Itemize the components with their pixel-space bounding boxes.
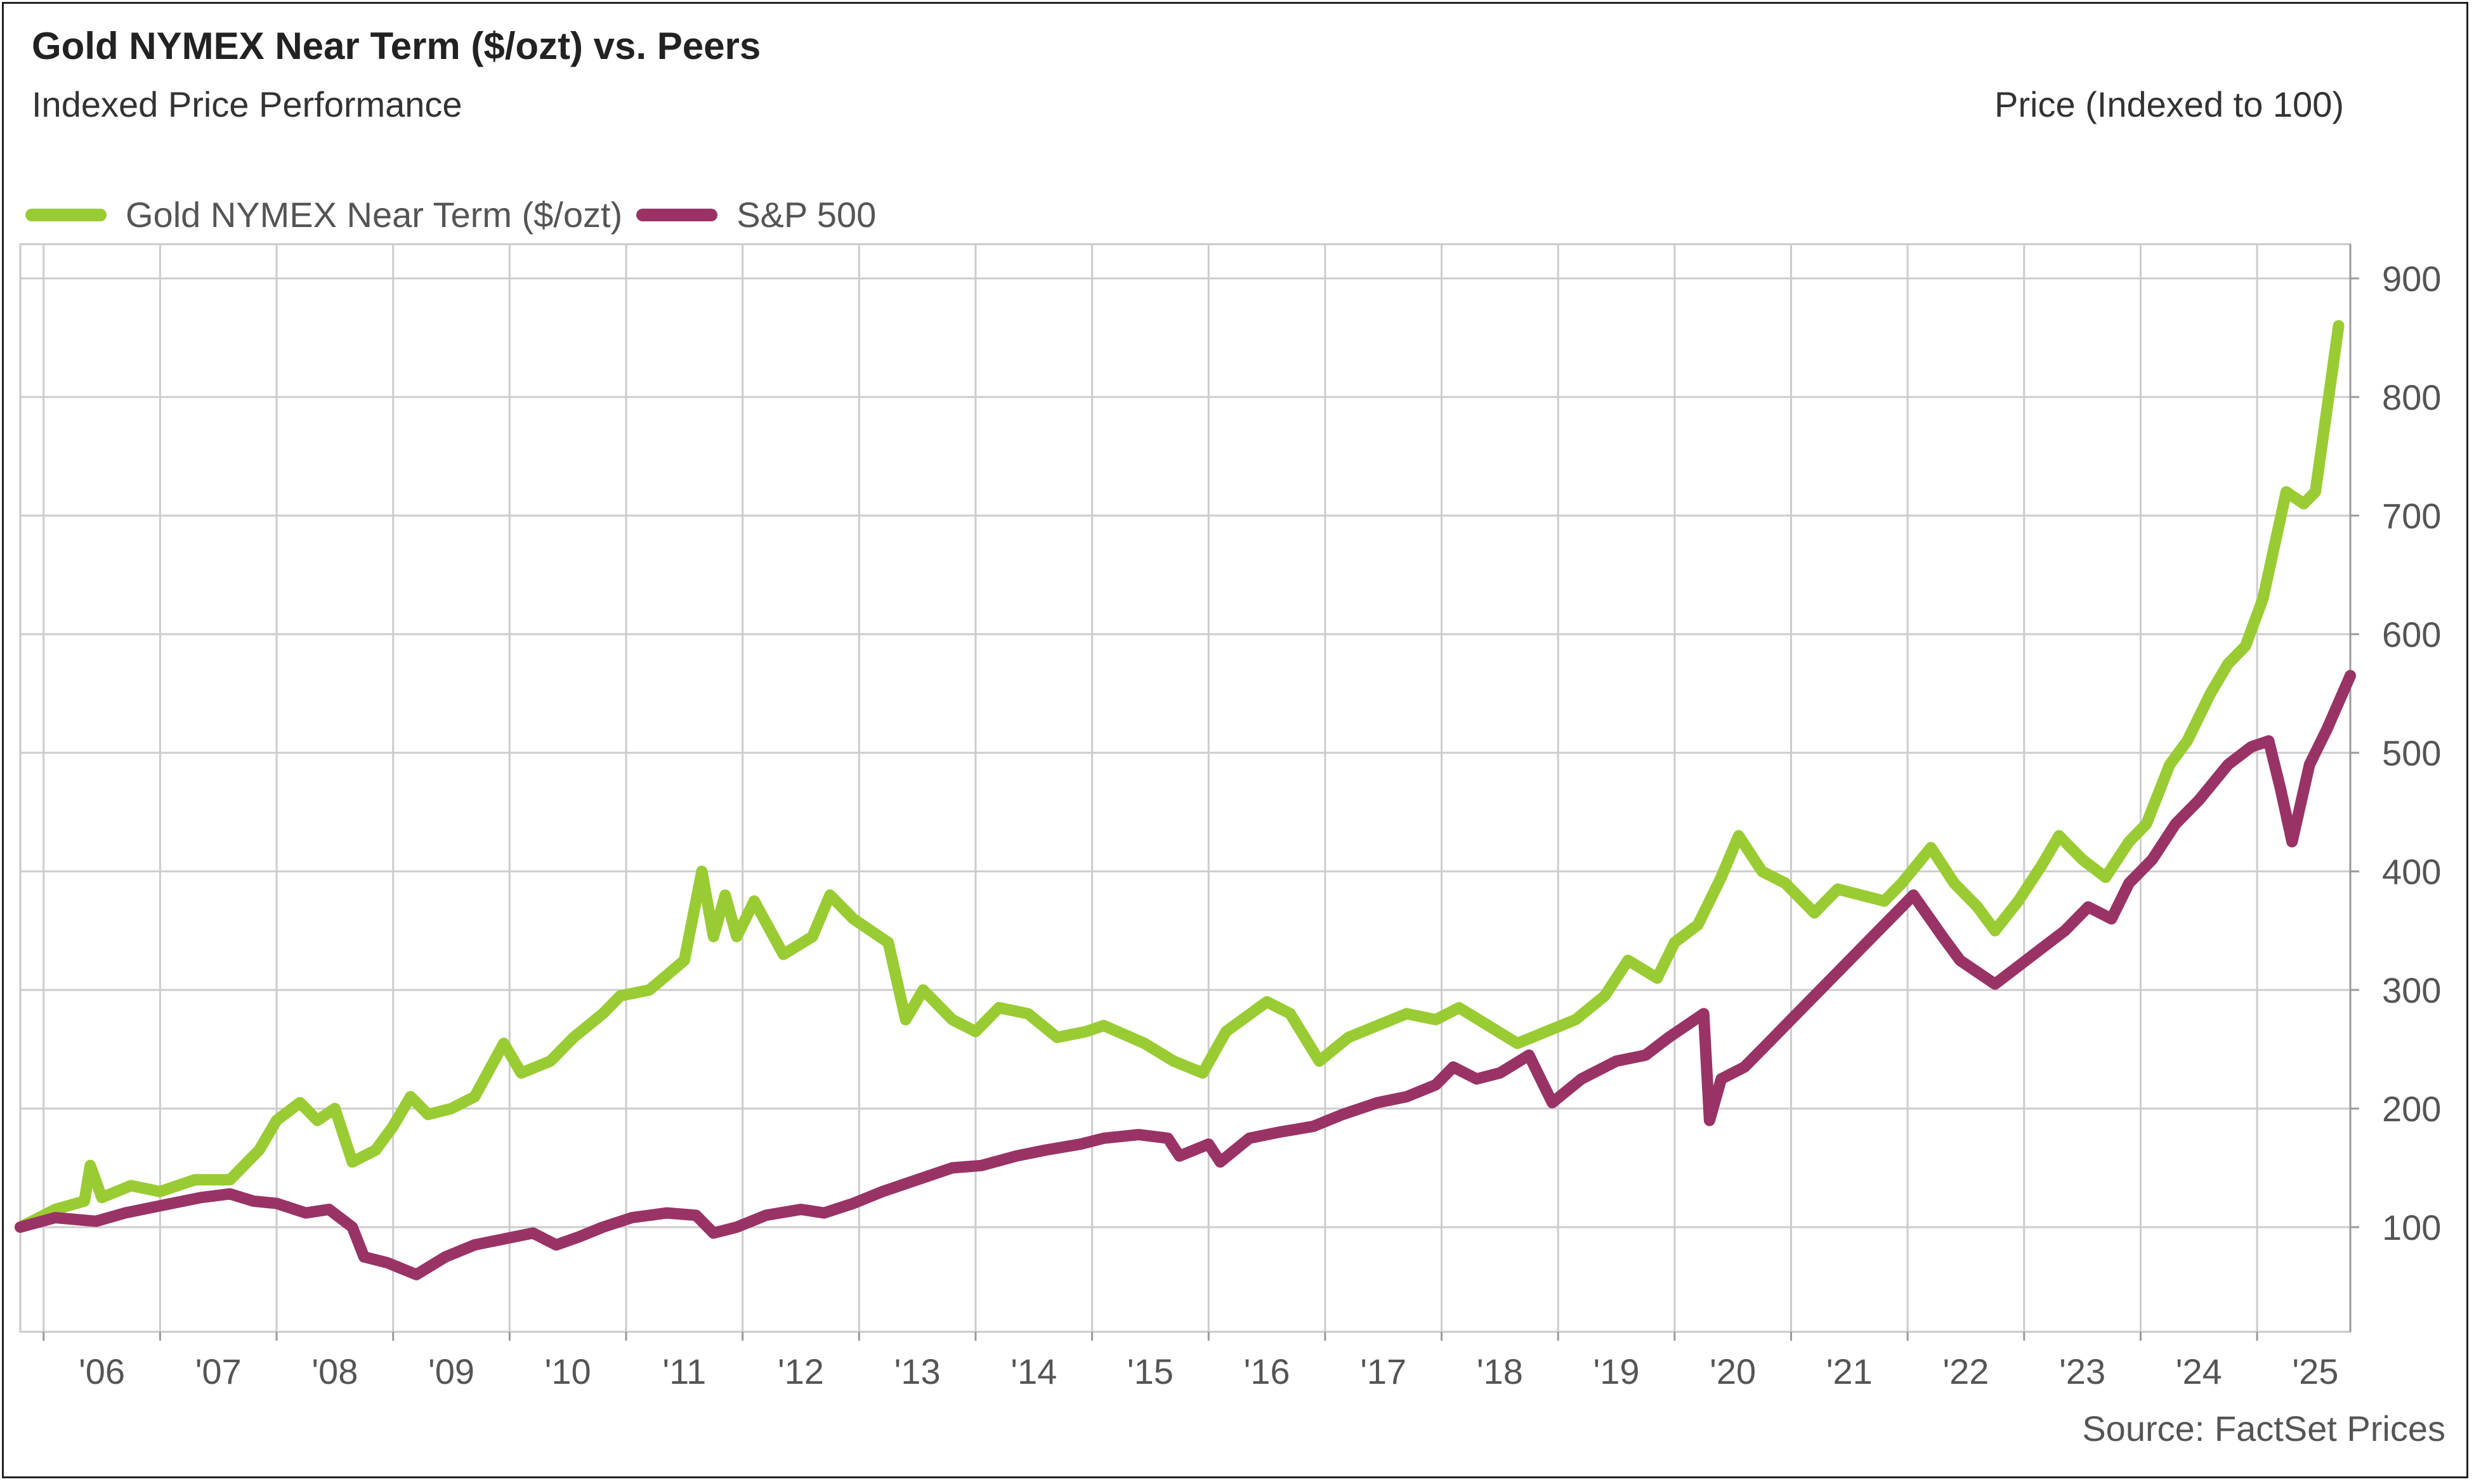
legend-item-sp500: S&P 500 bbox=[636, 194, 876, 235]
x-tick-label: '21 bbox=[1826, 1351, 1873, 1391]
y-tick-label: 300 bbox=[2382, 970, 2441, 1010]
x-tick-label: '16 bbox=[1244, 1351, 1290, 1391]
x-tick-label: '25 bbox=[2292, 1351, 2338, 1391]
x-tick-label: '15 bbox=[1127, 1351, 1174, 1391]
legend-label-gold: Gold NYMEX Near Term ($/ozt) bbox=[126, 195, 623, 235]
x-tick-label: '10 bbox=[545, 1351, 591, 1391]
series-line-gold bbox=[15, 320, 2345, 1233]
legend-label-sp500: S&P 500 bbox=[736, 195, 877, 235]
chart-title: Gold NYMEX Near Term ($/ozt) vs. Peers bbox=[32, 25, 761, 67]
legend-item-gold: Gold NYMEX Near Term ($/ozt) bbox=[25, 194, 622, 235]
plot-area-border bbox=[19, 243, 2352, 1333]
y-tick-label: 200 bbox=[2382, 1089, 2441, 1129]
x-tick-label: '20 bbox=[1710, 1351, 1756, 1391]
x-tick-label: '23 bbox=[2059, 1351, 2105, 1391]
y-tick-label: 600 bbox=[2382, 615, 2441, 654]
legend: Gold NYMEX Near Term ($/ozt) S&P 500 bbox=[25, 194, 890, 235]
legend-swatch-gold bbox=[25, 208, 107, 221]
x-tick-label: '07 bbox=[195, 1351, 242, 1391]
source-note: Source: FactSet Prices bbox=[2082, 1409, 2445, 1448]
series-line-sp500 bbox=[15, 670, 2356, 1280]
x-tick-label: '08 bbox=[311, 1351, 358, 1391]
y-tick-label: 400 bbox=[2382, 852, 2441, 892]
x-tick-label: '18 bbox=[1477, 1351, 1523, 1391]
x-tick-label: '06 bbox=[79, 1351, 125, 1391]
y-tick-label: 100 bbox=[2382, 1207, 2441, 1247]
x-tick-label: '14 bbox=[1011, 1351, 1057, 1391]
x-tick-label: '11 bbox=[662, 1351, 706, 1391]
y-tick-label: 900 bbox=[2382, 259, 2441, 299]
x-tick-label: '17 bbox=[1360, 1351, 1406, 1391]
chart-subtitle: Indexed Price Performance bbox=[32, 84, 462, 124]
legend-swatch-sp500 bbox=[636, 208, 718, 221]
x-tick-label: '22 bbox=[1942, 1351, 1989, 1391]
y-tick-label: 700 bbox=[2382, 496, 2441, 536]
x-tick-label: '12 bbox=[778, 1351, 824, 1391]
x-tick-label: '24 bbox=[2176, 1351, 2222, 1391]
x-tick-label: '09 bbox=[428, 1351, 475, 1391]
y-tick-label: 800 bbox=[2382, 377, 2441, 417]
x-tick-label: '19 bbox=[1594, 1351, 1640, 1391]
y-tick-label: 500 bbox=[2382, 733, 2441, 773]
x-tick-label: '13 bbox=[894, 1351, 941, 1391]
y-axis-title: Price (Indexed to 100) bbox=[1994, 84, 2344, 124]
